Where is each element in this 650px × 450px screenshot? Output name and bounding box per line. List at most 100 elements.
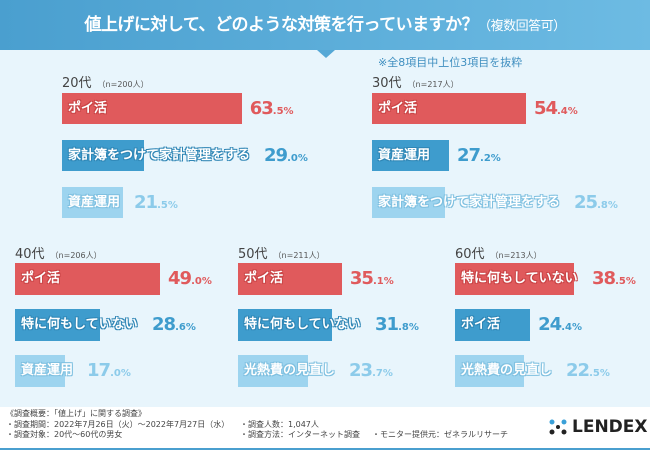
bar-label: 資産運用 xyxy=(378,148,431,163)
pct-int: 21 xyxy=(134,192,158,213)
logo-text: LENDEX xyxy=(572,416,648,437)
bar xyxy=(15,263,161,295)
pct-int: 38 xyxy=(592,268,616,289)
pct-dec: .5% xyxy=(589,368,610,379)
bar-label: ポイ活 xyxy=(68,101,108,116)
bar-label: 特に何もしていない xyxy=(244,317,361,332)
panel-20代: 20代 （n=200人） ポイ活 63.5% 家計簿をつけて家計管理をする 29.0%… xyxy=(62,72,308,218)
data-label: 35.1% xyxy=(350,263,394,298)
bar-label: 光熱費の見直し xyxy=(461,363,553,378)
data-label: 23.7% xyxy=(349,355,393,390)
data-label: 28.6% xyxy=(152,309,196,344)
chart-subtitle: （複数回答可） xyxy=(478,19,566,34)
bar xyxy=(372,140,449,171)
panel-60代: 60代 （n=213人） 特に何もしていない 38.5% ポイ活 24.4% 光熱費の… xyxy=(455,243,636,387)
bar xyxy=(455,309,531,341)
header-notch xyxy=(317,50,335,58)
pct-dec: .8% xyxy=(398,322,419,333)
bar-label: 資産運用 xyxy=(21,363,74,378)
panel-title: 30代 （n=217人） xyxy=(372,72,459,91)
age-group: 50代 xyxy=(238,247,268,262)
data-label: 38.5% xyxy=(592,263,636,298)
bar-label: ポイ活 xyxy=(21,271,61,286)
bar xyxy=(238,309,333,341)
pct-int: 29 xyxy=(264,145,288,166)
pct-int: 17 xyxy=(87,360,111,381)
bar xyxy=(15,355,66,387)
pct-dec: .4% xyxy=(557,106,578,117)
survey-monitor: ・モニター提供元：ゼネラルリサーチ xyxy=(372,430,508,439)
bar-label: 特に何もしていない xyxy=(21,317,138,332)
bar-label: ポイ活 xyxy=(378,101,418,116)
age-group: 40代 xyxy=(15,247,45,262)
survey-period: ・調査期間：2022年7月26日（火）～2022年7月27日（水） xyxy=(6,419,230,429)
panel-40代: 40代 （n=206人） ポイ活 49.0% 特に何もしていない 28.6% 資産運用… xyxy=(15,243,212,387)
data-label: 49.0% xyxy=(168,263,212,298)
pct-dec: .6% xyxy=(175,322,196,333)
pct-dec: .0% xyxy=(110,368,131,379)
bar xyxy=(238,263,342,295)
survey-target: ・調査対象：20代～60代の男女 xyxy=(6,430,123,439)
data-label: 63.5% xyxy=(250,93,294,127)
pct-int: 54 xyxy=(533,98,558,119)
bar-label: 家計簿をつけて家計管理をする xyxy=(378,195,561,210)
survey-summary: 《調査概要：「値上げ」に関する調査》 xyxy=(6,409,146,418)
pct-dec: .2% xyxy=(480,153,501,164)
note: ※全8項目中上位3項目を抜粋 xyxy=(378,56,523,69)
bar xyxy=(372,187,445,218)
age-group: 60代 xyxy=(455,247,485,262)
bar-label: 資産運用 xyxy=(68,195,121,210)
pct-dec: .0% xyxy=(191,276,212,287)
sample-size: （n=200人） xyxy=(97,80,149,89)
panel-title: 50代 （n=211人） xyxy=(238,243,325,262)
bar xyxy=(372,93,526,124)
pct-int: 35 xyxy=(349,268,374,289)
bar xyxy=(455,263,574,295)
pct-int: 25 xyxy=(574,192,598,213)
sample-size: （n=213人） xyxy=(490,251,542,260)
panel-50代: 50代 （n=211人） ポイ活 35.1% 特に何もしていない 31.8% 光熱費の… xyxy=(238,243,419,387)
bar-label: 家計簿をつけて家計管理をする xyxy=(68,148,251,163)
pct-int: 27 xyxy=(456,145,481,166)
chart-title: 値上げに対して、どのような対策を行っていますか？ xyxy=(84,15,479,35)
panel-title: 20代 （n=200人） xyxy=(62,72,149,91)
sample-size: （n=206人） xyxy=(50,251,102,260)
bar-label: ポイ活 xyxy=(244,271,284,286)
chart-header: 値上げに対して、どのような対策を行っていますか？（複数回答可） xyxy=(0,0,650,50)
bar xyxy=(15,309,100,341)
pct-int: 63 xyxy=(249,98,274,119)
pct-dec: .1% xyxy=(372,276,394,287)
data-label: 54.4% xyxy=(534,93,578,127)
pct-dec: .7% xyxy=(372,368,393,379)
data-label: 24.4% xyxy=(538,309,582,344)
pct-int: 24 xyxy=(538,314,562,335)
data-label: 25.8% xyxy=(574,187,618,221)
bar xyxy=(62,93,242,124)
footer-col-1: 《調査概要：「値上げ」に関する調査》 ・調査期間：2022年7月26日（火）～2… xyxy=(6,409,229,441)
pct-dec: .5% xyxy=(615,276,636,287)
bar xyxy=(238,355,309,387)
data-label: 17.0% xyxy=(87,355,131,390)
sample-size: （n=217人） xyxy=(407,80,459,89)
bar-label: 特に何もしていない xyxy=(461,271,578,286)
panel-title: 60代 （n=213人） xyxy=(455,243,542,262)
bar xyxy=(455,355,525,387)
panel-title: 40代 （n=206人） xyxy=(15,243,102,262)
pct-int: 49 xyxy=(168,268,192,289)
pct-int: 31 xyxy=(375,314,399,335)
lendex-logo: LENDEX xyxy=(548,418,648,436)
pct-int: 28 xyxy=(152,314,176,335)
data-label: 31.8% xyxy=(375,309,419,344)
data-label: 22.5% xyxy=(566,355,610,390)
survey-count: ・調査人数：1,047人 xyxy=(240,419,319,429)
age-group: 20代 xyxy=(62,76,92,91)
pct-int: 22 xyxy=(566,360,590,381)
pct-dec: .5% xyxy=(272,106,294,117)
pct-dec: .0% xyxy=(287,153,308,164)
panel-30代: 30代 （n=217人） ポイ活 54.4% 資産運用 27.2% 家計簿をつけて家計… xyxy=(372,72,618,218)
pct-dec: .4% xyxy=(561,322,582,333)
survey-method: ・調査方法：インターネット調査 xyxy=(240,430,360,439)
data-label: 27.2% xyxy=(457,140,501,174)
logo-mark-icon xyxy=(549,419,567,435)
bar-label: 光熱費の見直し xyxy=(244,363,336,378)
